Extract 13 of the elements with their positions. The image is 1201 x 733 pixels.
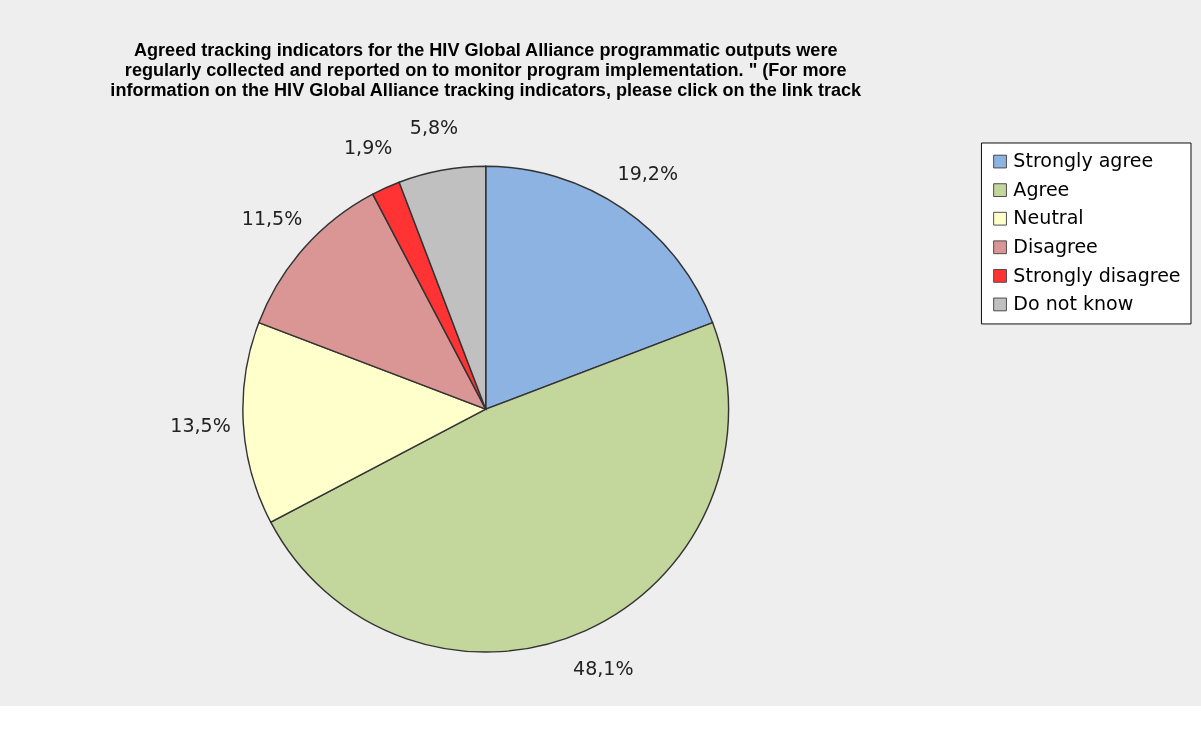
data-label: 48,1% <box>573 657 634 680</box>
legend-label: Strongly agree <box>1013 149 1154 172</box>
legend-label: Agree <box>1013 177 1070 200</box>
legend-label: Strongly disagree <box>1013 263 1181 286</box>
data-label: 13,5% <box>170 413 231 436</box>
data-label: 11,5% <box>241 207 303 230</box>
legend-label: Neutral <box>1013 206 1084 229</box>
legend-label: Do not know <box>1013 292 1134 315</box>
chart-title: Agreed tracking indicators for the HIV Global Alliance programmatic outputs were regularly collected and reported on to monitor program implementation. " (For more information on the HIV Global Alliance tracking indicators, please click on the link track <box>110 39 863 100</box>
data-label: 1,9% <box>343 136 393 159</box>
data-label: 5,8% <box>409 115 459 138</box>
legend-label: Disagree <box>1013 235 1098 257</box>
data-label: 19,2% <box>617 161 679 184</box>
